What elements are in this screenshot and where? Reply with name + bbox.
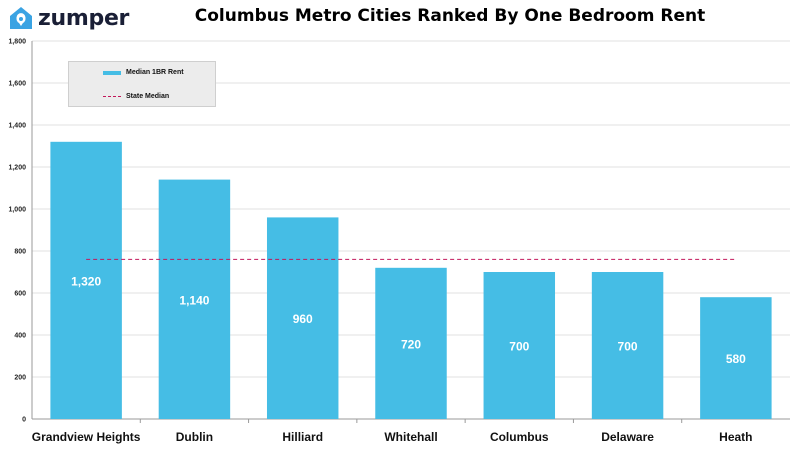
chart-title: Columbus Metro Cities Ranked By One Bedr… xyxy=(194,6,706,26)
bar-data-label: 700 xyxy=(618,340,638,354)
bar-data-label: 1,320 xyxy=(71,274,101,288)
y-tick-label: 800 xyxy=(14,249,26,256)
y-tick-label: 600 xyxy=(14,291,26,298)
bar-data-label: 720 xyxy=(401,337,421,351)
y-tick-label: 1,800 xyxy=(8,39,26,46)
zumper-logo: zumper xyxy=(8,4,129,32)
bar xyxy=(158,179,231,419)
y-tick-label: 1,000 xyxy=(8,207,26,214)
bar-data-label: 580 xyxy=(726,352,746,366)
y-tick-label: 1,400 xyxy=(8,123,26,130)
y-tick-label: 0 xyxy=(22,417,26,424)
x-tick-label: Delaware xyxy=(601,430,654,444)
bar xyxy=(266,217,339,419)
y-tick-label: 1,600 xyxy=(8,81,26,88)
bar xyxy=(50,141,122,420)
bar-data-label: 960 xyxy=(293,312,313,326)
y-tick-label: 200 xyxy=(14,375,26,382)
legend-label-median-rent: Median 1BR Rent xyxy=(126,69,184,76)
x-tick-label: Columbus xyxy=(490,430,549,444)
bar-data-label: 700 xyxy=(509,340,529,354)
legend-item-state-median: State Median xyxy=(103,93,169,100)
legend-swatch-bar xyxy=(103,70,121,75)
house-pin-icon xyxy=(10,7,32,29)
y-tick-label: 1,200 xyxy=(8,165,26,172)
legend-item-median-rent: Median 1BR Rent xyxy=(103,69,184,76)
bar xyxy=(375,267,447,419)
bar xyxy=(483,272,556,419)
bar-data-label: 1,140 xyxy=(179,293,209,307)
chart-legend: Median 1BR Rent State Median xyxy=(68,61,216,107)
y-tick-label: 400 xyxy=(14,333,26,340)
x-tick-label: Hilliard xyxy=(282,430,323,444)
bar xyxy=(591,272,664,419)
bar xyxy=(700,297,772,419)
x-tick-label: Dublin xyxy=(176,430,213,444)
legend-label-state-median: State Median xyxy=(126,93,170,100)
brand-name: zumper xyxy=(38,5,130,31)
x-tick-label: Heath xyxy=(719,430,752,444)
x-tick-label: Grandview Heights xyxy=(32,430,141,444)
x-tick-label: Whitehall xyxy=(384,430,437,444)
legend-swatch-line xyxy=(103,96,121,97)
